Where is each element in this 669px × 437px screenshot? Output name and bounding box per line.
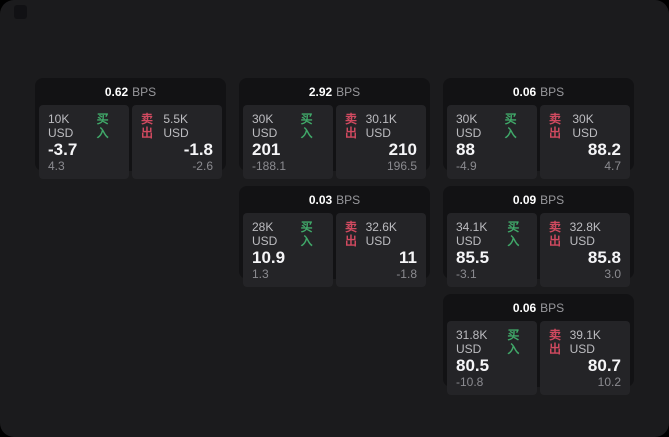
- buy-amount: 30K USD: [252, 112, 278, 140]
- price-tiles: 34.1K USD 买入 85.5 -3.1 卖出 32.8K USD 85.8…: [443, 213, 634, 291]
- sell-delta: 10.2: [597, 375, 621, 389]
- buy-tile[interactable]: 28K USD 买入 10.9 1.3: [243, 213, 333, 287]
- bps-value: 0.09: [512, 192, 537, 207]
- buy-amount: 31.8K USD: [456, 328, 488, 356]
- buy-delta: -188.1: [252, 159, 287, 173]
- card-header: 0.06 BPS: [443, 78, 634, 105]
- buy-tile[interactable]: 31.8K USD 买入 80.5 -10.8: [447, 321, 537, 395]
- price-tiles: 28K USD 买入 10.9 1.3 卖出 32.6K USD 11 -1.8: [239, 213, 430, 291]
- menu-icon[interactable]: [14, 5, 27, 19]
- quote-card: 0.06 BPS 31.8K USD 买入 80.5 -10.8 卖出 39.1…: [443, 294, 634, 395]
- sell-button[interactable]: 卖出: [549, 328, 562, 356]
- card-header: 0.06 BPS: [443, 294, 634, 321]
- sell-amount: 32.6K USD: [365, 220, 397, 248]
- sell-button[interactable]: 卖出: [549, 220, 562, 248]
- buy-price: 88: [456, 140, 475, 159]
- sell-delta: 4.7: [604, 159, 621, 173]
- bps-value: 0.62: [104, 84, 129, 99]
- bps-label: BPS: [540, 84, 565, 99]
- sell-price: -1.8: [183, 140, 213, 159]
- sell-button[interactable]: 卖出: [345, 220, 358, 248]
- buy-button[interactable]: 买入: [507, 220, 520, 248]
- quotes-grid: 0.62 BPS 10K USD 买入 -3.7 4.3 卖出 5.5K USD: [35, 78, 634, 395]
- buy-tile[interactable]: 30K USD 买入 88 -4.9: [447, 105, 537, 179]
- bps-label: BPS: [336, 84, 361, 99]
- sell-button[interactable]: 卖出: [345, 112, 358, 140]
- sell-delta: -2.6: [192, 159, 213, 173]
- buy-delta: -3.1: [456, 267, 477, 281]
- buy-tile[interactable]: 30K USD 买入 201 -188.1: [243, 105, 333, 179]
- buy-button[interactable]: 买入: [507, 328, 520, 356]
- sell-amount: 30K USD: [572, 112, 598, 140]
- bps-label: BPS: [132, 84, 157, 99]
- buy-amount: 10K USD: [48, 112, 74, 140]
- buy-button[interactable]: 买入: [300, 220, 313, 248]
- buy-delta: 4.3: [48, 159, 65, 173]
- sell-price: 80.7: [587, 356, 621, 375]
- buy-button[interactable]: 买入: [300, 112, 313, 140]
- sell-button[interactable]: 卖出: [141, 112, 154, 140]
- buy-price: 10.9: [252, 248, 286, 267]
- sell-price: 88.2: [587, 140, 621, 159]
- sell-price: 85.8: [587, 248, 621, 267]
- buy-amount: 30K USD: [456, 112, 482, 140]
- buy-button[interactable]: 买入: [96, 112, 109, 140]
- buy-price: 201: [252, 140, 281, 159]
- sell-tile[interactable]: 卖出 5.5K USD -1.8 -2.6: [132, 105, 222, 179]
- quote-card: 0.03 BPS 28K USD 买入 10.9 1.3 卖出 32.6K US…: [239, 186, 430, 287]
- sell-delta: -1.8: [396, 267, 417, 281]
- price-tiles: 30K USD 买入 201 -188.1 卖出 30.1K USD 210 1…: [239, 105, 430, 183]
- sell-tile[interactable]: 卖出 32.8K USD 85.8 3.0: [540, 213, 630, 287]
- sell-delta: 196.5: [386, 159, 417, 173]
- sell-amount: 39.1K USD: [569, 328, 601, 356]
- bps-label: BPS: [540, 192, 565, 207]
- sell-tile[interactable]: 卖出 32.6K USD 11 -1.8: [336, 213, 426, 287]
- bps-label: BPS: [336, 192, 361, 207]
- price-tiles: 10K USD 买入 -3.7 4.3 卖出 5.5K USD -1.8 -2.…: [35, 105, 226, 183]
- sell-delta: 3.0: [604, 267, 621, 281]
- sell-tile[interactable]: 卖出 30K USD 88.2 4.7: [540, 105, 630, 179]
- buy-amount: 34.1K USD: [456, 220, 488, 248]
- buy-price: 85.5: [456, 248, 490, 267]
- sell-amount: 30.1K USD: [365, 112, 397, 140]
- quote-card: 0.09 BPS 34.1K USD 买入 85.5 -3.1 卖出 32.8K…: [443, 186, 634, 287]
- buy-delta: 1.3: [252, 267, 269, 281]
- quote-card: 2.92 BPS 30K USD 买入 201 -188.1 卖出 30.1K …: [239, 78, 430, 179]
- buy-delta: -4.9: [456, 159, 477, 173]
- bps-value: 0.06: [512, 300, 537, 315]
- quote-card: 0.62 BPS 10K USD 买入 -3.7 4.3 卖出 5.5K USD: [35, 78, 226, 179]
- buy-amount: 28K USD: [252, 220, 278, 248]
- sell-price: 11: [399, 248, 417, 267]
- card-header: 0.03 BPS: [239, 186, 430, 213]
- card-header: 0.62 BPS: [35, 78, 226, 105]
- buy-tile[interactable]: 10K USD 买入 -3.7 4.3: [39, 105, 129, 179]
- quote-card: 0.06 BPS 30K USD 买入 88 -4.9 卖出 30K USD: [443, 78, 634, 179]
- bps-label: BPS: [540, 300, 565, 315]
- buy-price: -3.7: [48, 140, 78, 159]
- bps-value: 0.03: [308, 192, 333, 207]
- price-tiles: 30K USD 买入 88 -4.9 卖出 30K USD 88.2 4.7: [443, 105, 634, 183]
- card-header: 2.92 BPS: [239, 78, 430, 105]
- sell-price: 210: [388, 140, 417, 159]
- buy-button[interactable]: 买入: [504, 112, 517, 140]
- price-tiles: 31.8K USD 买入 80.5 -10.8 卖出 39.1K USD 80.…: [443, 321, 634, 399]
- sell-tile[interactable]: 卖出 39.1K USD 80.7 10.2: [540, 321, 630, 395]
- buy-tile[interactable]: 34.1K USD 买入 85.5 -3.1: [447, 213, 537, 287]
- sell-button[interactable]: 卖出: [549, 112, 562, 140]
- buy-price: 80.5: [456, 356, 490, 375]
- bps-value: 0.06: [512, 84, 537, 99]
- sell-tile[interactable]: 卖出 30.1K USD 210 196.5: [336, 105, 426, 179]
- buy-delta: -10.8: [456, 375, 484, 389]
- bps-value: 2.92: [308, 84, 333, 99]
- card-header: 0.09 BPS: [443, 186, 634, 213]
- sell-amount: 5.5K USD: [163, 112, 189, 140]
- sell-amount: 32.8K USD: [569, 220, 601, 248]
